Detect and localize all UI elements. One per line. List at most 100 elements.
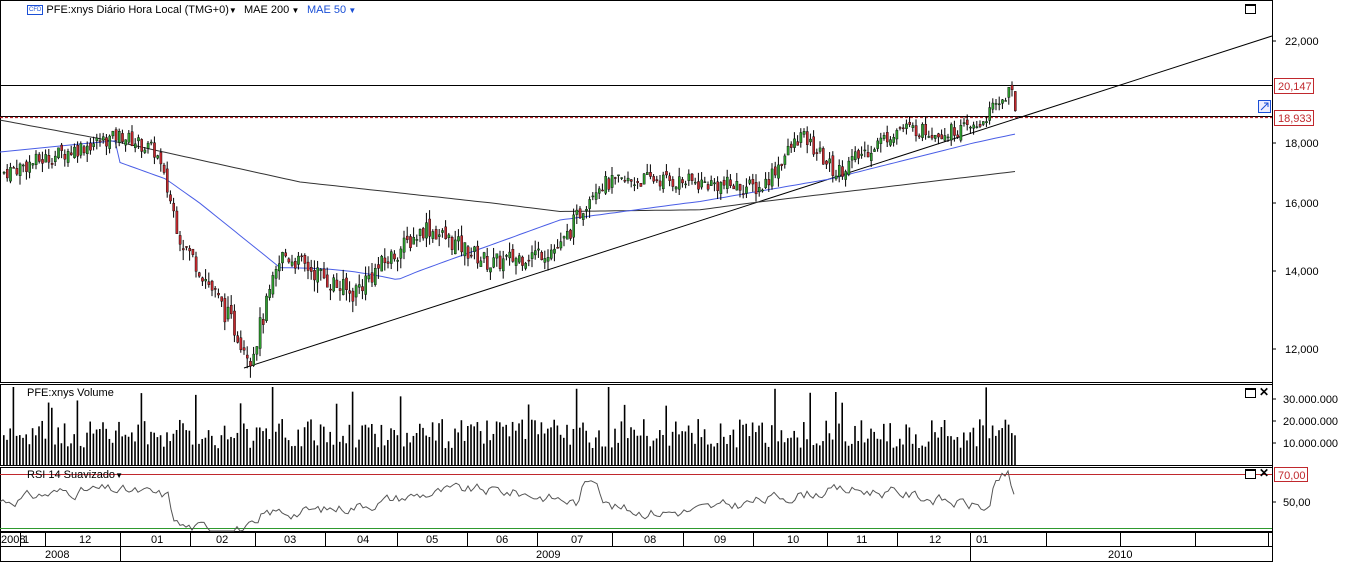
candle	[319, 267, 323, 281]
volume-bar	[761, 422, 763, 465]
volume-bar	[668, 445, 671, 465]
candle-body	[623, 180, 627, 182]
volume-bar	[707, 444, 709, 465]
volume-bar	[134, 441, 136, 465]
candle	[502, 250, 505, 279]
candle	[399, 246, 403, 269]
volume-bar	[1004, 419, 1007, 465]
candle	[636, 177, 639, 190]
rsi-panel-title[interactable]: RSI 14 Suavizado▼	[27, 469, 123, 481]
candle	[412, 227, 416, 245]
candle-body	[681, 179, 684, 184]
alert-bell-icon[interactable]	[1258, 100, 1271, 113]
candle-body	[226, 306, 230, 320]
volume-bar	[329, 431, 331, 465]
candle-body	[940, 134, 943, 140]
candle	[844, 169, 847, 187]
close-volume-panel-button[interactable]: ✕	[1259, 385, 1270, 399]
candle-body	[434, 229, 438, 240]
candle-body	[354, 285, 358, 298]
volume-bar	[886, 441, 888, 465]
candle-body	[850, 156, 854, 161]
mae200-header[interactable]: MAE 200 ▼	[244, 4, 299, 16]
volume-bar	[99, 429, 101, 465]
volume-bar	[911, 443, 914, 465]
volume-bar	[575, 388, 578, 465]
candle	[892, 133, 895, 147]
candle	[822, 146, 825, 165]
volume-bar	[556, 425, 559, 465]
candle	[902, 124, 905, 133]
candle-body	[985, 121, 988, 124]
candle-body	[101, 136, 105, 141]
volume-bar	[355, 447, 357, 465]
volume-bar	[364, 424, 367, 465]
candle-body	[217, 292, 220, 296]
chevron-down-icon[interactable]: ▼	[228, 6, 237, 15]
candle	[316, 260, 320, 293]
candle-body	[543, 258, 547, 263]
candle	[358, 274, 361, 294]
volume-bar	[345, 443, 347, 465]
volume-bar	[892, 447, 895, 465]
volume-bar	[467, 426, 469, 465]
volume-bar	[479, 431, 482, 465]
mae50-header[interactable]: MAE 50 ▼	[307, 4, 356, 16]
maximize-price-panel-button[interactable]	[1245, 4, 1256, 14]
volume-bar	[508, 436, 511, 465]
candle	[92, 136, 95, 151]
candle	[527, 254, 531, 267]
volume-bar	[198, 443, 200, 465]
rsi-label: RSI 14 Suavizado	[27, 469, 116, 481]
candle	[975, 120, 979, 129]
chevron-down-icon[interactable]: ▼	[289, 6, 300, 15]
volume-bar	[441, 419, 443, 465]
candle-body	[345, 277, 348, 291]
close-rsi-panel-button[interactable]: ✕	[1259, 466, 1270, 480]
volume-bar	[175, 429, 178, 465]
candle	[1014, 91, 1017, 112]
candle-body	[831, 155, 835, 176]
volume-bar	[249, 447, 251, 465]
candle	[482, 251, 486, 264]
candle	[786, 138, 790, 156]
candle	[101, 132, 105, 144]
candle	[1001, 99, 1004, 110]
candle	[450, 235, 454, 255]
candle	[367, 266, 371, 283]
volume-bar	[627, 438, 629, 465]
volume-bar	[652, 440, 655, 465]
rsi-line	[0, 469, 1015, 532]
volume-bar	[377, 447, 379, 465]
candle-body	[946, 136, 950, 139]
candle-body	[793, 138, 796, 148]
candle-body	[268, 289, 272, 298]
candle-body	[1007, 87, 1011, 98]
chevron-down-icon[interactable]: ▼	[346, 6, 357, 15]
candle-body	[978, 124, 982, 127]
maximize-rsi-panel-button[interactable]	[1245, 469, 1256, 479]
volume-bar	[927, 441, 930, 465]
volume-bar	[812, 445, 815, 465]
candle	[175, 206, 179, 234]
volume-bar	[502, 426, 504, 465]
candle-body	[44, 154, 47, 163]
symbol-header[interactable]: CFD PFE:xnys Diário Hora Local (TMG+0)▼	[27, 4, 237, 16]
volume-bar	[172, 433, 175, 465]
candle	[444, 220, 448, 240]
volume-axis: 30.000.000 20.000.000 10.000.000	[1272, 394, 1338, 450]
candle	[649, 164, 652, 180]
volume-bar	[438, 423, 440, 465]
candle	[572, 208, 575, 245]
candle	[188, 245, 192, 261]
maximize-volume-panel-button[interactable]	[1245, 388, 1256, 398]
volume-bar	[998, 430, 1000, 465]
candle	[28, 155, 32, 179]
candle	[953, 120, 956, 142]
candle	[377, 257, 380, 279]
candle	[598, 186, 601, 199]
volume-bar	[89, 421, 91, 465]
chevron-down-icon[interactable]: ▼	[115, 471, 123, 480]
